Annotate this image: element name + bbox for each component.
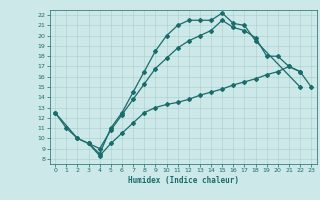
X-axis label: Humidex (Indice chaleur): Humidex (Indice chaleur) [128, 176, 239, 185]
